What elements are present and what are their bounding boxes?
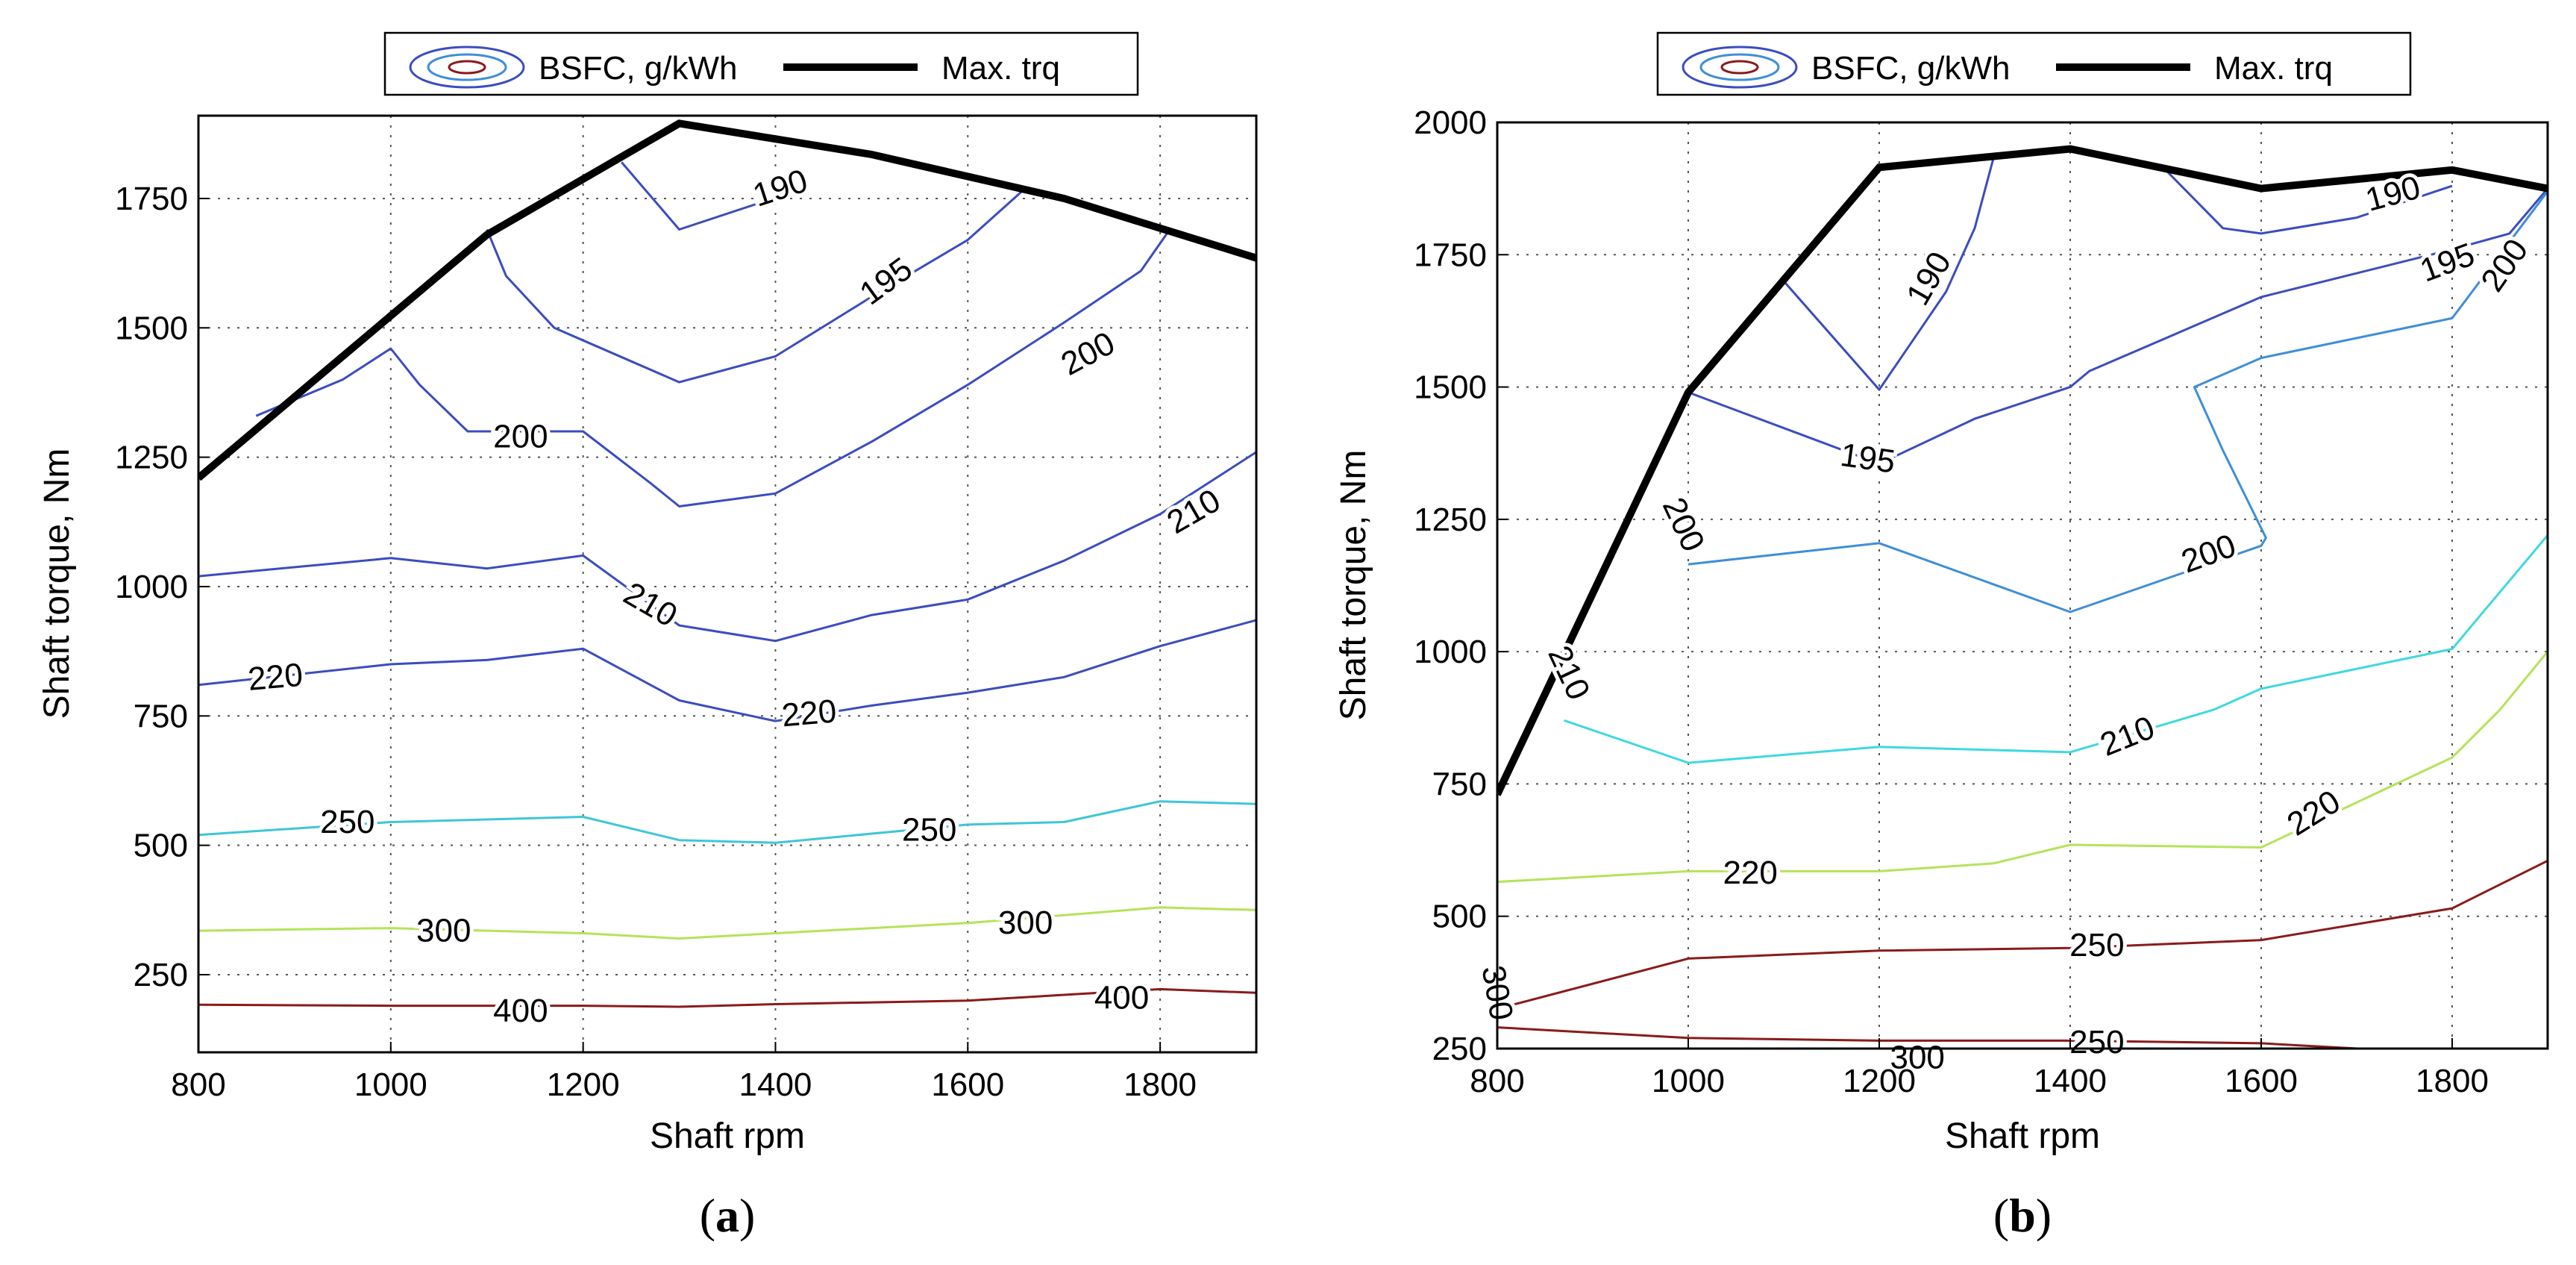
- legend-box-a: [383, 31, 1139, 96]
- contour-label: 250: [2069, 927, 2124, 963]
- x-tick-label: 1600: [931, 1066, 1004, 1103]
- y-tick-label: 2000: [1414, 104, 1487, 141]
- x-tick-label: 1400: [739, 1066, 812, 1103]
- contour-lines-b: [1497, 145, 2548, 1049]
- x-tick-label: 1600: [2225, 1063, 2298, 1099]
- y-axis-label-b: Shaft torque, Nm: [1334, 450, 1373, 721]
- y-tick-label: 1500: [1414, 369, 1487, 406]
- contour-line-250: [198, 800, 1256, 844]
- max-torque-line: [198, 119, 1256, 481]
- x-axis-label-a: Shaft rpm: [650, 1116, 805, 1156]
- contour-label: 200: [2177, 527, 2241, 580]
- y-tick-label: 250: [1432, 1031, 1487, 1067]
- contour-label: 220: [780, 693, 838, 734]
- panel-label-a: (a): [700, 1189, 756, 1242]
- contour-ellipse-icon: [1682, 46, 1798, 89]
- contour-label: 300: [998, 905, 1053, 941]
- contour-line-190: [621, 161, 805, 231]
- contour-label: 200: [1055, 325, 1121, 383]
- contour-label: 190: [1899, 246, 1958, 311]
- y-tick-label: 500: [1432, 899, 1487, 935]
- x-tick-label: 1200: [1843, 1063, 1916, 1099]
- y-tick-label: 750: [134, 698, 188, 734]
- contour-label: 220: [1723, 855, 1777, 891]
- legend-label-max-trq-a: Max. trq: [941, 50, 1060, 87]
- contour-label: 400: [1094, 980, 1149, 1016]
- contour-line-190: [2164, 169, 2453, 235]
- x-tick-label: 1200: [547, 1066, 620, 1103]
- y-tick-label: 1750: [115, 181, 188, 217]
- y-tick-label: 1000: [115, 569, 188, 605]
- y-axis-label-a: Shaft torque, Nm: [37, 449, 77, 719]
- ticks-a: 800 1000 1200 1400 1600 1800 250 500 750 1000 1250…: [115, 181, 1197, 1103]
- y-tick-label: 1750: [1414, 237, 1487, 273]
- contour-label: 190: [748, 162, 812, 213]
- x-tick-label: 800: [1470, 1063, 1524, 1099]
- contour-line-250: [1497, 859, 2548, 1011]
- contour-label: 210: [2096, 709, 2160, 763]
- contour-line-250: [1497, 1026, 2378, 1049]
- legend-a: BSFC, g/kWh Max. trq: [383, 31, 1139, 96]
- y-tick-label: 1250: [1414, 502, 1487, 538]
- contour-line-400: [198, 987, 1256, 1008]
- panel-label-b: (b): [1993, 1189, 2052, 1242]
- y-tick-label: 1250: [115, 440, 188, 476]
- contour-line-200: [255, 228, 1171, 507]
- contour-label: 400: [493, 993, 548, 1029]
- contour-label: 300: [1890, 1040, 1944, 1076]
- grid-b: [1497, 122, 2548, 1049]
- y-tick-label: 500: [134, 828, 188, 864]
- y-tick-label: 1000: [1414, 634, 1487, 670]
- contour-label: 200: [1655, 492, 1711, 557]
- contour-line-210: [1564, 534, 2548, 764]
- legend-box-b: [1656, 31, 2412, 96]
- x-tick-label: 1000: [1652, 1063, 1725, 1099]
- contour-label: 210: [1161, 482, 1226, 541]
- contour-label: 210: [618, 575, 683, 634]
- contour-line-300: [198, 906, 1256, 940]
- contour-label: 220: [246, 657, 304, 698]
- x-axis-label-b: Shaft rpm: [1945, 1116, 2100, 1156]
- contour-label: 250: [2069, 1024, 2124, 1061]
- contour-label: 210: [1541, 640, 1596, 705]
- contour-label: 300: [416, 913, 471, 949]
- x-tick-label: 1000: [354, 1066, 427, 1103]
- x-tick-label: 1800: [1124, 1066, 1197, 1103]
- x-tick-label: 1400: [2034, 1063, 2107, 1099]
- y-tick-label: 250: [134, 957, 188, 993]
- contour-label: 250: [320, 804, 375, 840]
- contour-line-190: [1782, 156, 1996, 391]
- ticks-b: 800 1000 1200 1400 1600 1800 250 500 750 1000 1250…: [1414, 104, 2489, 1099]
- contour-line-195: [486, 187, 1027, 384]
- contour-label: 200: [493, 418, 548, 455]
- legend-b: BSFC, g/kWh Max. trq: [1656, 31, 2412, 96]
- x-tick-label: 1800: [2416, 1063, 2489, 1099]
- plot-frame-b: [1496, 121, 2549, 1050]
- legend-label-bsfc-a: BSFC, g/kWh: [539, 50, 738, 87]
- contour-label: 200: [2474, 232, 2535, 298]
- contour-ellipse-icon: [409, 46, 525, 89]
- contour-label: 250: [902, 811, 956, 848]
- contour-line-200: [1687, 190, 2548, 613]
- x-tick-label: 800: [171, 1066, 225, 1103]
- contour-lines-a: [198, 119, 1256, 1008]
- y-tick-label: 750: [1432, 766, 1487, 802]
- contour-line-220: [1497, 651, 2548, 884]
- legend-label-bsfc-b: BSFC, g/kWh: [1811, 50, 2011, 87]
- max-torque-line: [1497, 145, 2548, 796]
- y-tick-label: 1500: [115, 310, 188, 346]
- contour-line-195: [1687, 187, 2548, 465]
- contour-label: 195: [1838, 437, 1898, 481]
- legend-label-max-trq-b: Max. trq: [2214, 50, 2333, 87]
- contour-line-220: [198, 619, 1256, 722]
- contour-line-210: [198, 451, 1256, 643]
- plot-frame-a: [197, 114, 1258, 1054]
